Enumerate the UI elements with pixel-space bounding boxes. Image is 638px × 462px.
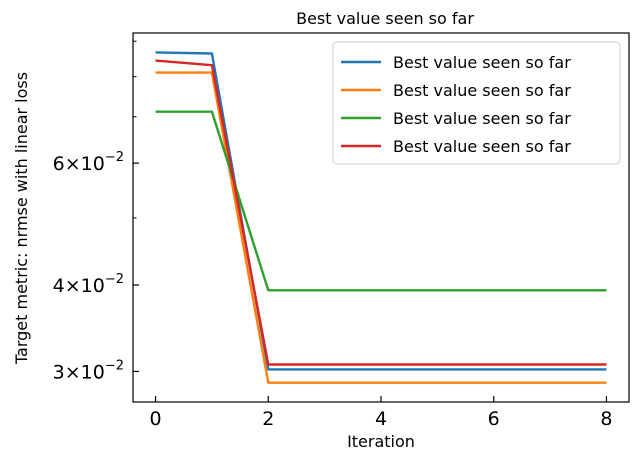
series-line-4 (155, 59, 607, 366)
legend-label-3: Best value seen so far (393, 109, 571, 128)
y-axis: 3×10−2 4×10−2 6×10−2 (53, 40, 139, 383)
x-tick-label: 4 (375, 408, 387, 430)
series-line-2 (155, 71, 607, 384)
legend-label-4: Best value seen so far (393, 137, 571, 156)
x-axis-label: Iteration (347, 432, 415, 451)
x-tick-label: 6 (488, 408, 500, 430)
x-tick-label: 0 (149, 408, 161, 430)
y-tick-label: 4×10−2 (53, 272, 124, 297)
x-tick-label: 8 (600, 408, 612, 430)
legend-label-2: Best value seen so far (393, 81, 571, 100)
legend-label-1: Best value seen so far (393, 53, 571, 72)
series-layer (155, 51, 607, 384)
x-tick-label: 2 (262, 408, 274, 430)
chart-title: Best value seen so far (296, 9, 474, 28)
y-tick-label: 3×10−2 (53, 358, 124, 383)
legend-box (332, 41, 621, 165)
legend: Best value seen so far Best value seen so… (332, 41, 621, 165)
x-axis: 0 2 4 6 8 (149, 396, 613, 430)
y-axis-label: Target metric: nrmse with linear loss (12, 72, 31, 365)
y-tick-label: 6×10−2 (53, 150, 124, 175)
